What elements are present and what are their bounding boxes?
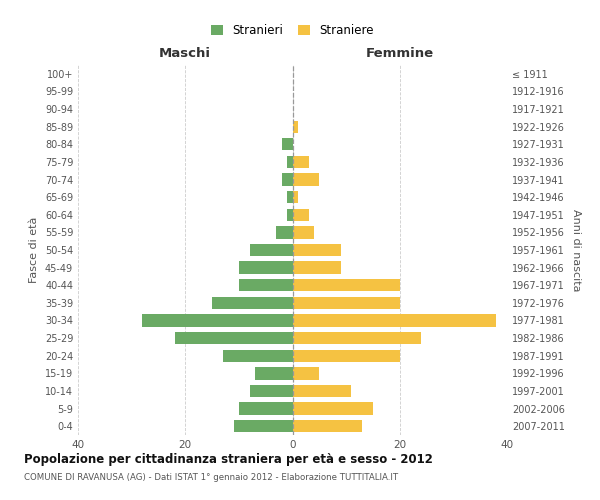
Bar (293, 262, 341, 274)
Bar (239, 262, 293, 274)
Bar (293, 244, 341, 256)
Bar (293, 226, 314, 238)
Bar (293, 208, 308, 221)
Text: COMUNE DI RAVANUSA (AG) - Dati ISTAT 1° gennaio 2012 - Elaborazione TUTTITALIA.I: COMUNE DI RAVANUSA (AG) - Dati ISTAT 1° … (24, 472, 398, 482)
Bar (293, 156, 308, 168)
Y-axis label: Anni di nascita: Anni di nascita (571, 209, 581, 291)
Bar (293, 191, 298, 203)
Bar (293, 174, 319, 186)
Bar (293, 420, 362, 432)
Bar (293, 296, 400, 309)
Bar (293, 385, 352, 397)
Bar (175, 332, 293, 344)
Text: Femmine: Femmine (365, 46, 434, 60)
Bar (282, 138, 293, 150)
Bar (142, 314, 293, 326)
Bar (239, 402, 293, 414)
Bar (293, 314, 496, 326)
Bar (250, 244, 293, 256)
Bar (250, 385, 293, 397)
Bar (255, 367, 293, 380)
Bar (287, 156, 293, 168)
Bar (277, 226, 293, 238)
Text: Popolazione per cittadinanza straniera per età e sesso - 2012: Popolazione per cittadinanza straniera p… (24, 452, 433, 466)
Bar (287, 208, 293, 221)
Bar (293, 120, 298, 133)
Bar (233, 420, 293, 432)
Bar (293, 402, 373, 414)
Bar (239, 279, 293, 291)
Text: Maschi: Maschi (159, 46, 211, 60)
Bar (293, 350, 400, 362)
Bar (293, 367, 319, 380)
Bar (293, 279, 400, 291)
Bar (212, 296, 293, 309)
Legend: Stranieri, Straniere: Stranieri, Straniere (207, 19, 378, 42)
Bar (282, 174, 293, 186)
Bar (287, 191, 293, 203)
Bar (293, 332, 421, 344)
Bar (223, 350, 293, 362)
Y-axis label: Fasce di età: Fasce di età (29, 217, 39, 283)
